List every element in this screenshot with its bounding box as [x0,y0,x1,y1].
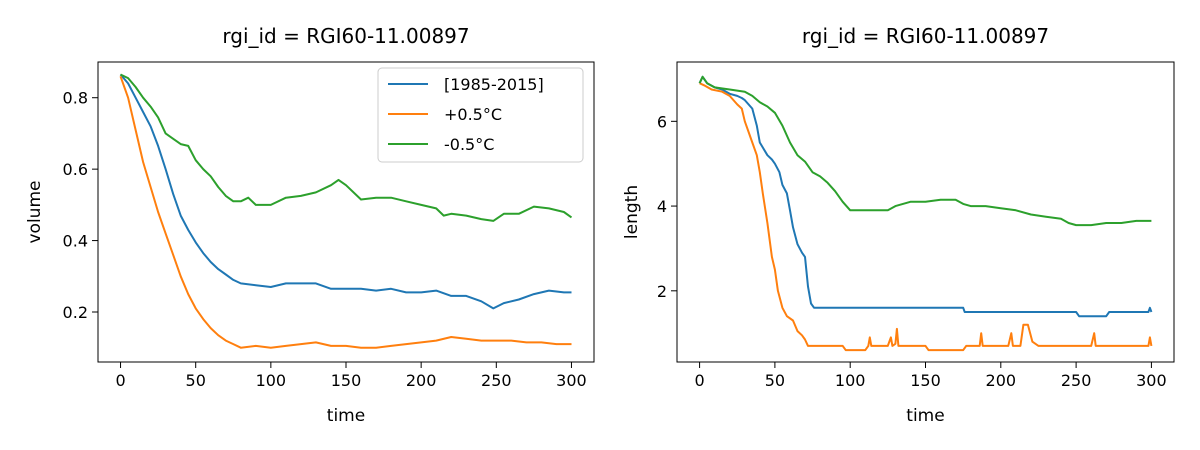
legend-label: +0.5°C [444,105,502,124]
x-tick-label: 50 [186,371,206,390]
series-line [698,75,1152,227]
x-tick-label: 150 [910,371,941,390]
y-tick-label: 2 [657,282,667,301]
y-tick-label: 0.2 [63,303,88,322]
series-line [119,75,572,349]
x-tick-label: 50 [765,371,785,390]
chart-marks: 0 50 100 150 200 250 300 0.2 0.4 0.6 0.8 [63,61,595,390]
legend-label: [1985-2015] [444,75,544,94]
chart-marks: 0 50 100 150 200 250 300 2 4 6 [657,61,1175,390]
x-tick-label: 100 [256,371,287,390]
chart-title: rgi_id = RGI60-11.00897 [222,24,469,48]
y-tick-label: 6 [657,112,667,131]
x-tick-label: 0 [694,371,704,390]
length-chart: rgi_id = RGI60-11.00897 time length 0 50 1… [622,24,1175,426]
y-tick-label: 0.6 [63,160,88,179]
y-tick-label: 0.8 [63,89,88,108]
series-line [120,73,573,222]
y-axis-label: volume [25,181,45,244]
series-line [119,73,572,310]
x-tick-label: 250 [1061,371,1092,390]
y-axis-label: length [622,185,642,239]
volume-chart: rgi_id = RGI60-11.00897 time volume 0 50 1… [25,24,595,426]
legend-frame [377,67,584,163]
y-tick-label: 0.4 [63,232,88,251]
series-line [699,82,1153,352]
chart-title: rgi_id = RGI60-11.00897 [802,24,1049,48]
x-tick-label: 100 [835,371,866,390]
legend-label: -0.5°C [444,135,494,154]
x-tick-label: 300 [556,371,587,390]
x-axis-label: time [327,406,365,426]
y-tick-label: 4 [657,197,667,216]
x-tick-label: 300 [1136,371,1167,390]
legend: [1985-2015] +0.5°C -0.5°C [377,67,584,163]
legend-entry: [1985-2015] [388,75,544,94]
legend-entry: +0.5°C [388,105,502,124]
x-tick-label: 250 [481,371,512,390]
x-tick-label: 200 [406,371,437,390]
series-line [698,75,1153,318]
x-axis-label: time [906,406,944,426]
x-tick-label: 0 [115,371,125,390]
x-tick-label: 200 [986,371,1017,390]
x-tick-label: 150 [331,371,362,390]
legend-entry: -0.5°C [388,135,494,154]
